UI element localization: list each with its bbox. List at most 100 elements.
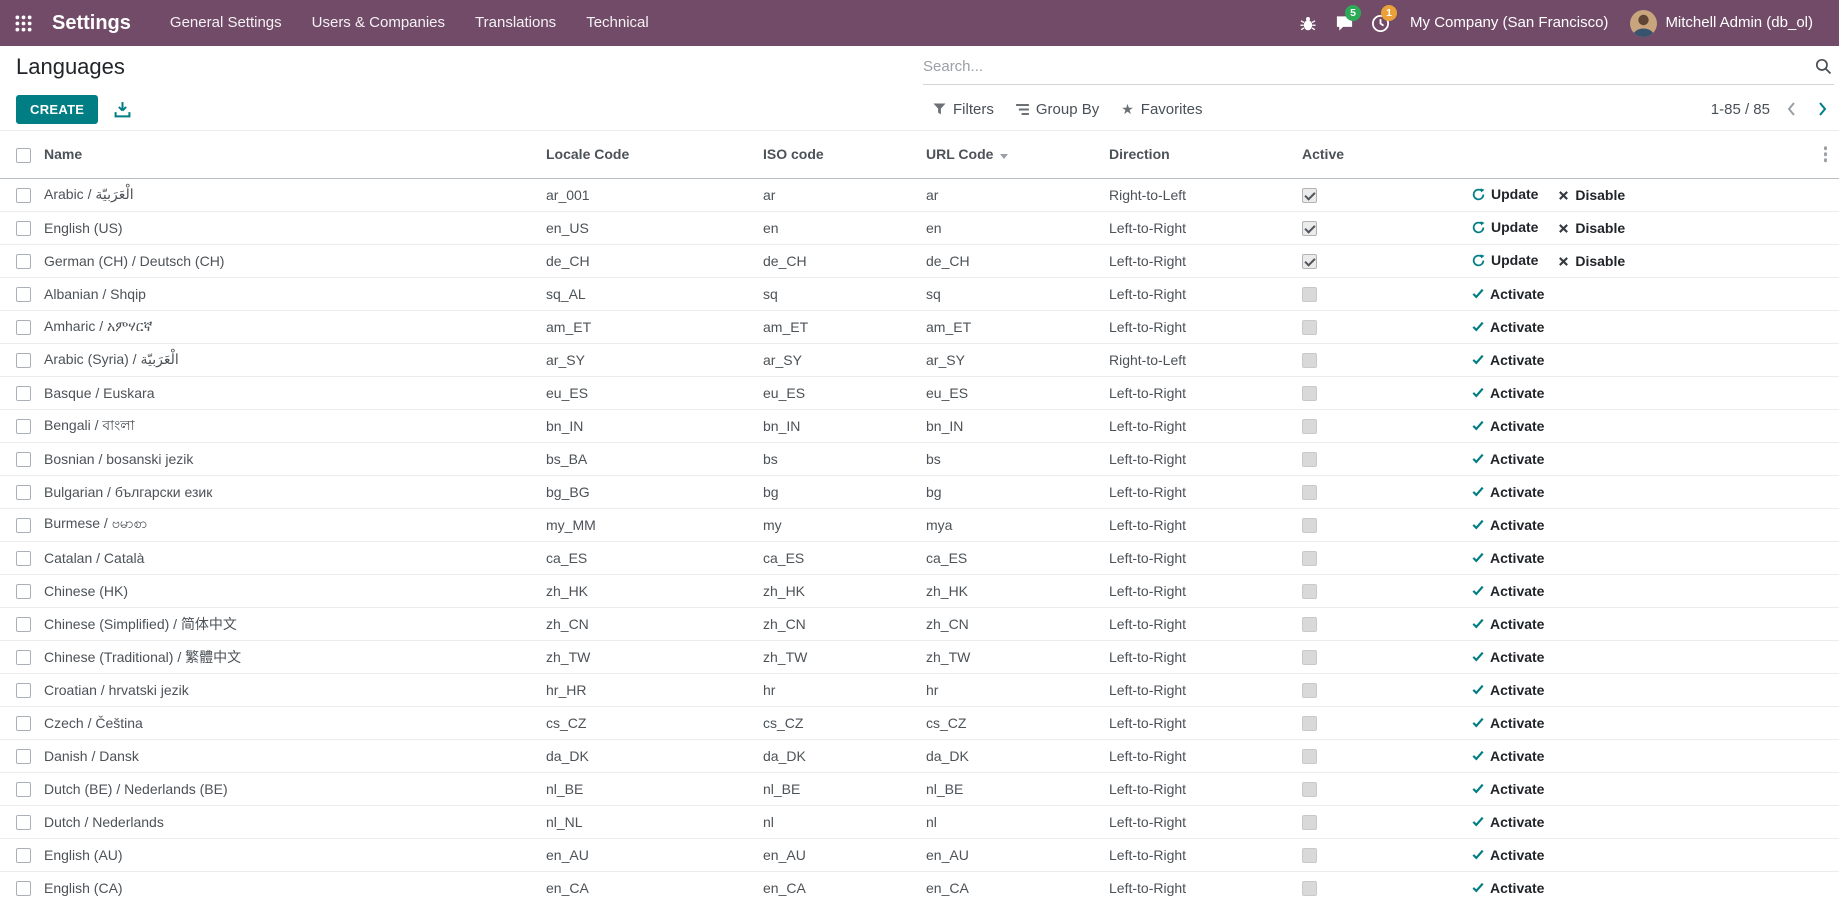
table-row[interactable]: Arabic (Syria) / الْعَرَبيّة ar_SY ar_SY… — [0, 342, 1839, 376]
activate-button[interactable]: Activate — [1472, 746, 1544, 766]
activate-button[interactable]: Activate — [1472, 713, 1544, 733]
row-checkbox[interactable] — [16, 616, 31, 632]
row-checkbox[interactable] — [16, 847, 31, 863]
table-row[interactable]: Chinese (Traditional) / 繁體中文 zh_TW zh_TW… — [0, 639, 1839, 673]
activate-button[interactable]: Activate — [1472, 779, 1544, 799]
row-checkbox[interactable] — [16, 319, 31, 335]
activate-button[interactable]: Activate — [1472, 581, 1544, 601]
menu-translations[interactable]: Translations — [475, 14, 557, 31]
select-all-checkbox[interactable] — [16, 147, 31, 163]
table-row[interactable]: Albanian / Shqip sq_AL sq sq Left-to-Rig… — [0, 276, 1839, 310]
update-button[interactable]: Update — [1472, 217, 1538, 237]
activate-button[interactable]: Activate — [1472, 614, 1544, 634]
table-row[interactable]: Danish / Dansk da_DK da_DK da_DK Left-to… — [0, 738, 1839, 772]
column-header-iso-code[interactable]: ISO code — [763, 131, 926, 179]
menu-users-companies[interactable]: Users & Companies — [311, 14, 446, 31]
messages-icon[interactable]: 5 — [1326, 0, 1362, 46]
table-row[interactable]: Chinese (HK) zh_HK zh_HK zh_HK Left-to-R… — [0, 573, 1839, 607]
activate-button[interactable]: Activate — [1472, 449, 1544, 469]
apps-menu-icon[interactable] — [0, 0, 46, 46]
favorites-button[interactable]: ★ Favorites — [1117, 97, 1206, 122]
table-row[interactable]: English (US) en_US en en Left-to-Right U… — [0, 210, 1839, 244]
row-checkbox[interactable] — [16, 253, 31, 269]
table-row[interactable]: Bengali / বাংলা bn_IN bn_IN bn_IN Left-t… — [0, 408, 1839, 442]
row-checkbox[interactable] — [16, 748, 31, 764]
table-row[interactable]: Dutch / Nederlands nl_NL nl nl Left-to-R… — [0, 804, 1839, 838]
row-checkbox[interactable] — [16, 220, 31, 236]
user-menu[interactable]: Mitchell Admin (db_ol) — [1665, 14, 1813, 31]
table-row[interactable]: Catalan / Català ca_ES ca_ES ca_ES Left-… — [0, 540, 1839, 574]
table-row[interactable]: English (CA) en_CA en_CA en_CA Left-to-R… — [0, 870, 1839, 904]
row-checkbox[interactable] — [16, 881, 31, 897]
table-row[interactable]: German (CH) / Deutsch (CH) de_CH de_CH d… — [0, 243, 1839, 277]
activate-button[interactable]: Activate — [1472, 383, 1544, 403]
column-header-active[interactable]: Active — [1302, 131, 1472, 179]
table-row[interactable]: Dutch (BE) / Nederlands (BE) nl_BE nl_BE… — [0, 771, 1839, 805]
row-checkbox[interactable] — [16, 715, 31, 731]
search-input[interactable] — [923, 58, 1807, 75]
row-checkbox[interactable] — [16, 451, 31, 467]
update-button[interactable]: Update — [1472, 250, 1538, 270]
row-checkbox[interactable] — [16, 814, 31, 830]
pager-previous-icon[interactable] — [1780, 97, 1802, 121]
group-by-button[interactable]: Group By — [1012, 97, 1103, 122]
table-row[interactable]: Amharic / አምሃርኛ am_ET am_ET am_ET Left-t… — [0, 309, 1839, 343]
export-download-icon[interactable] — [114, 101, 131, 118]
row-checkbox[interactable] — [16, 418, 31, 434]
disable-button[interactable]: Disable — [1558, 251, 1625, 271]
table-row[interactable]: Bosnian / bosanski jezik bs_BA bs bs Lef… — [0, 441, 1839, 475]
filters-button[interactable]: Filters — [929, 97, 998, 122]
disable-button[interactable]: Disable — [1558, 185, 1625, 205]
activate-button[interactable]: Activate — [1472, 350, 1544, 370]
activate-button[interactable]: Activate — [1472, 317, 1544, 337]
user-avatar[interactable] — [1630, 9, 1658, 37]
menu-general-settings[interactable]: General Settings — [169, 14, 282, 31]
activate-button[interactable]: Activate — [1472, 812, 1544, 832]
row-checkbox[interactable] — [16, 187, 31, 203]
table-row[interactable]: Chinese (Simplified) / 简体中文 zh_CN zh_CN … — [0, 606, 1839, 640]
company-switcher[interactable]: My Company (San Francisco) — [1410, 14, 1609, 31]
row-checkbox[interactable] — [16, 517, 31, 533]
column-header-url-code[interactable]: URL Code — [926, 131, 1109, 179]
activate-button[interactable]: Activate — [1472, 416, 1544, 436]
row-checkbox[interactable] — [16, 649, 31, 665]
activate-button[interactable]: Activate — [1472, 680, 1544, 700]
search-icon[interactable] — [1807, 58, 1834, 75]
table-row[interactable]: Burmese / ဗမာစာ my_MM my mya Left-to-Rig… — [0, 507, 1839, 541]
activities-clock-icon[interactable]: 1 — [1362, 0, 1398, 46]
column-header-direction[interactable]: Direction — [1109, 131, 1302, 179]
row-checkbox[interactable] — [16, 781, 31, 797]
activate-button[interactable]: Activate — [1472, 482, 1544, 502]
row-checkbox[interactable] — [16, 550, 31, 566]
table-row[interactable]: Basque / Euskara eu_ES eu_ES eu_ES Left-… — [0, 375, 1839, 409]
create-button[interactable]: CREATE — [16, 94, 99, 124]
row-checkbox[interactable] — [16, 385, 31, 401]
activate-button[interactable]: Activate — [1472, 845, 1544, 865]
table-row[interactable]: Arabic / الْعَرَبيّة ar_001 ar ar Right-… — [0, 178, 1839, 211]
activate-button[interactable]: Activate — [1472, 515, 1544, 535]
table-row[interactable]: Czech / Čeština cs_CZ cs_CZ cs_CZ Left-t… — [0, 705, 1839, 739]
row-checkbox[interactable] — [16, 286, 31, 302]
cell-url-code: zh_CN — [926, 606, 1109, 640]
row-checkbox[interactable] — [16, 583, 31, 599]
disable-button[interactable]: Disable — [1558, 218, 1625, 238]
table-row[interactable]: English (AU) en_AU en_AU en_AU Left-to-R… — [0, 837, 1839, 871]
activate-button[interactable]: Activate — [1472, 284, 1544, 304]
table-row[interactable]: Bulgarian / български език bg_BG bg bg L… — [0, 474, 1839, 508]
column-options-icon[interactable] — [1820, 143, 1832, 167]
update-button[interactable]: Update — [1472, 184, 1538, 204]
debug-bug-icon[interactable] — [1290, 0, 1326, 46]
menu-technical[interactable]: Technical — [586, 14, 649, 31]
app-name[interactable]: Settings — [52, 11, 131, 34]
activate-button[interactable]: Activate — [1472, 548, 1544, 568]
table-row[interactable]: Croatian / hrvatski jezik hr_HR hr hr Le… — [0, 672, 1839, 706]
column-header-locale-code[interactable]: Locale Code — [546, 131, 763, 179]
row-checkbox[interactable] — [16, 682, 31, 698]
column-header-name[interactable]: Name — [44, 131, 546, 179]
active-checkbox — [1302, 814, 1317, 830]
pager-next-icon[interactable] — [1812, 97, 1834, 121]
row-checkbox[interactable] — [16, 484, 31, 500]
activate-button[interactable]: Activate — [1472, 878, 1544, 898]
activate-button[interactable]: Activate — [1472, 647, 1544, 667]
row-checkbox[interactable] — [16, 352, 31, 368]
